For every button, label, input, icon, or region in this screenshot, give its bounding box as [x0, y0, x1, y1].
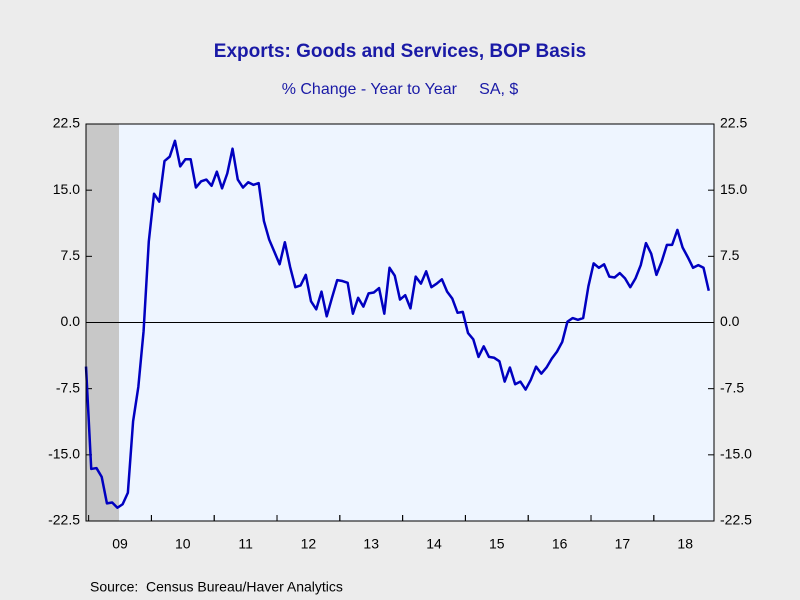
series-line	[84, 139, 710, 510]
y2-tick-label: 7.5	[720, 247, 740, 263]
y-tick-label: 15.0	[53, 181, 80, 197]
y-tick-label: -15.0	[48, 446, 80, 462]
x-tick-label: 11	[238, 536, 253, 552]
y-tick-label: -22.5	[48, 512, 80, 528]
y2-tick-label: -15.0	[720, 446, 752, 462]
x-tick-label: 13	[363, 536, 379, 552]
y-tick-label: 7.5	[61, 247, 81, 263]
y-tick-label: -7.5	[56, 379, 80, 395]
y2-tick-label: 22.5	[720, 115, 747, 131]
x-tick-label: 17	[615, 536, 631, 552]
x-tick-label: 10	[175, 536, 191, 552]
source: Source: Census Bureau/Haver Analytics	[90, 579, 343, 595]
chart-title: Exports: Goods and Services, BOP Basis	[214, 41, 586, 62]
chart-subtitle: % Change - Year to Year SA, $	[282, 81, 519, 98]
x-tick-label: 12	[301, 536, 317, 552]
x-tick-label: 14	[426, 536, 442, 552]
x-tick-label: 15	[489, 536, 505, 552]
x-tick-label: 18	[677, 536, 693, 552]
plot-frame	[85, 123, 715, 522]
x-tick-label: 09	[112, 536, 128, 552]
y2-tick-label: -7.5	[720, 379, 744, 395]
x-tick-label: 16	[552, 536, 568, 552]
y2-tick-label: 15.0	[720, 181, 747, 197]
y-tick-label: 0.0	[61, 313, 81, 329]
y2-tick-label: -22.5	[720, 512, 752, 528]
y2-tick-label: 0.0	[720, 313, 740, 329]
y-tick-label: 22.5	[53, 115, 80, 131]
